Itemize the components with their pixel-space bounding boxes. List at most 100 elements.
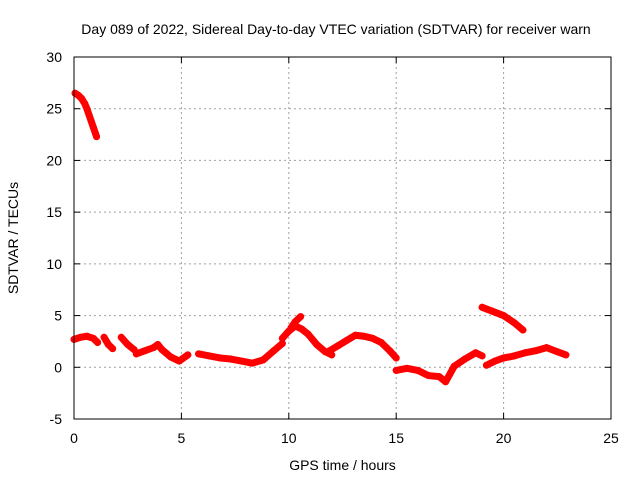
series-line	[392, 349, 486, 386]
axis-ticks: 0 5 10 15 20 25 -5 0 5 10 15 20 25 30	[46, 49, 619, 446]
data-point	[442, 378, 450, 386]
data-point	[386, 347, 394, 355]
data-point	[313, 341, 321, 349]
y-tick-label: 25	[46, 101, 62, 117]
data-point	[351, 331, 359, 339]
data-point	[414, 366, 422, 374]
data-point	[154, 341, 162, 349]
data-point	[238, 357, 246, 365]
x-tick-label: 25	[603, 430, 619, 446]
data-point	[392, 366, 400, 374]
data-point	[500, 354, 508, 362]
data-point	[500, 312, 508, 320]
data-point	[248, 359, 256, 367]
data-point	[270, 347, 278, 355]
data-point	[93, 133, 101, 141]
series-baseline-late	[482, 344, 570, 369]
data-point	[76, 333, 84, 341]
data-point	[259, 356, 267, 364]
x-tick-label: 20	[496, 430, 512, 446]
y-tick-label: 15	[46, 204, 62, 220]
data-point	[403, 364, 411, 372]
data-point	[167, 353, 175, 361]
data-point	[83, 105, 91, 113]
data-point	[532, 347, 540, 355]
data-point	[227, 355, 235, 363]
series-spike-10.5h	[287, 313, 305, 332]
data-point	[216, 354, 224, 362]
x-tick-label: 0	[70, 430, 78, 446]
y-tick-label: 20	[46, 152, 62, 168]
series-early-high-arc	[71, 89, 101, 141]
data-point	[510, 352, 518, 360]
x-tick-label: 10	[281, 430, 297, 446]
chart-title: Day 089 of 2022, Sidereal Day-to-day VTE…	[81, 21, 590, 37]
y-tick-label: 0	[54, 359, 62, 375]
data-point	[100, 333, 108, 341]
y-tick-label: -5	[50, 411, 63, 427]
data-point	[478, 352, 486, 360]
data-point	[478, 303, 486, 311]
y-axis-title: SDTVAR / TECUs	[5, 182, 21, 294]
data-point	[377, 338, 385, 346]
data-point	[78, 94, 86, 102]
data-point	[489, 307, 497, 315]
series-baseline-2.3h	[117, 333, 138, 354]
data-point	[343, 336, 351, 344]
data-point	[491, 357, 499, 365]
data-point	[184, 351, 192, 359]
data-point	[553, 348, 561, 356]
series-late-high-arc	[478, 303, 527, 334]
data-point	[141, 347, 149, 355]
data-point	[132, 350, 140, 358]
data-point	[304, 330, 312, 338]
data-point	[83, 332, 91, 340]
data-point	[298, 325, 306, 333]
series-baseline-1.5h	[100, 333, 117, 353]
data-point	[94, 338, 102, 346]
data-point	[278, 334, 286, 342]
y-tick-label: 5	[54, 308, 62, 324]
plot-frame	[73, 56, 612, 420]
data-point	[521, 349, 529, 357]
data-point	[482, 361, 490, 369]
y-tick-label: 10	[46, 256, 62, 272]
data-point	[175, 357, 183, 365]
data-point	[435, 373, 443, 381]
data-point	[85, 111, 93, 119]
data-point	[334, 342, 342, 350]
series-baseline-3-5h	[132, 341, 192, 365]
x-axis-title: GPS time / hours	[289, 457, 396, 473]
data-point	[297, 313, 305, 321]
data-point	[369, 334, 377, 342]
data-point	[472, 349, 480, 357]
data-point	[461, 355, 469, 363]
x-tick-label: 15	[388, 430, 404, 446]
data-point	[87, 117, 95, 125]
data-point	[205, 352, 213, 360]
x-tick-label: 5	[178, 430, 186, 446]
series-hump-12-15h	[326, 331, 400, 362]
data-point	[109, 345, 117, 353]
data-point	[158, 346, 166, 354]
data-point	[291, 318, 299, 326]
data-point	[124, 341, 132, 349]
data-point	[89, 123, 97, 131]
series-dip-15-19h	[392, 349, 486, 386]
y-tick-label: 30	[46, 49, 62, 65]
data-point	[360, 332, 368, 340]
data-point	[424, 372, 432, 380]
data-point	[287, 324, 295, 332]
data-point	[278, 339, 286, 347]
data-point	[117, 333, 125, 341]
data-point	[562, 351, 570, 359]
data-point	[543, 344, 551, 352]
series-baseline-6-9h	[195, 339, 286, 367]
data-point	[450, 362, 458, 370]
data-point	[326, 347, 334, 355]
data-point	[195, 350, 203, 358]
data-point	[392, 354, 400, 362]
data-point	[519, 326, 527, 334]
